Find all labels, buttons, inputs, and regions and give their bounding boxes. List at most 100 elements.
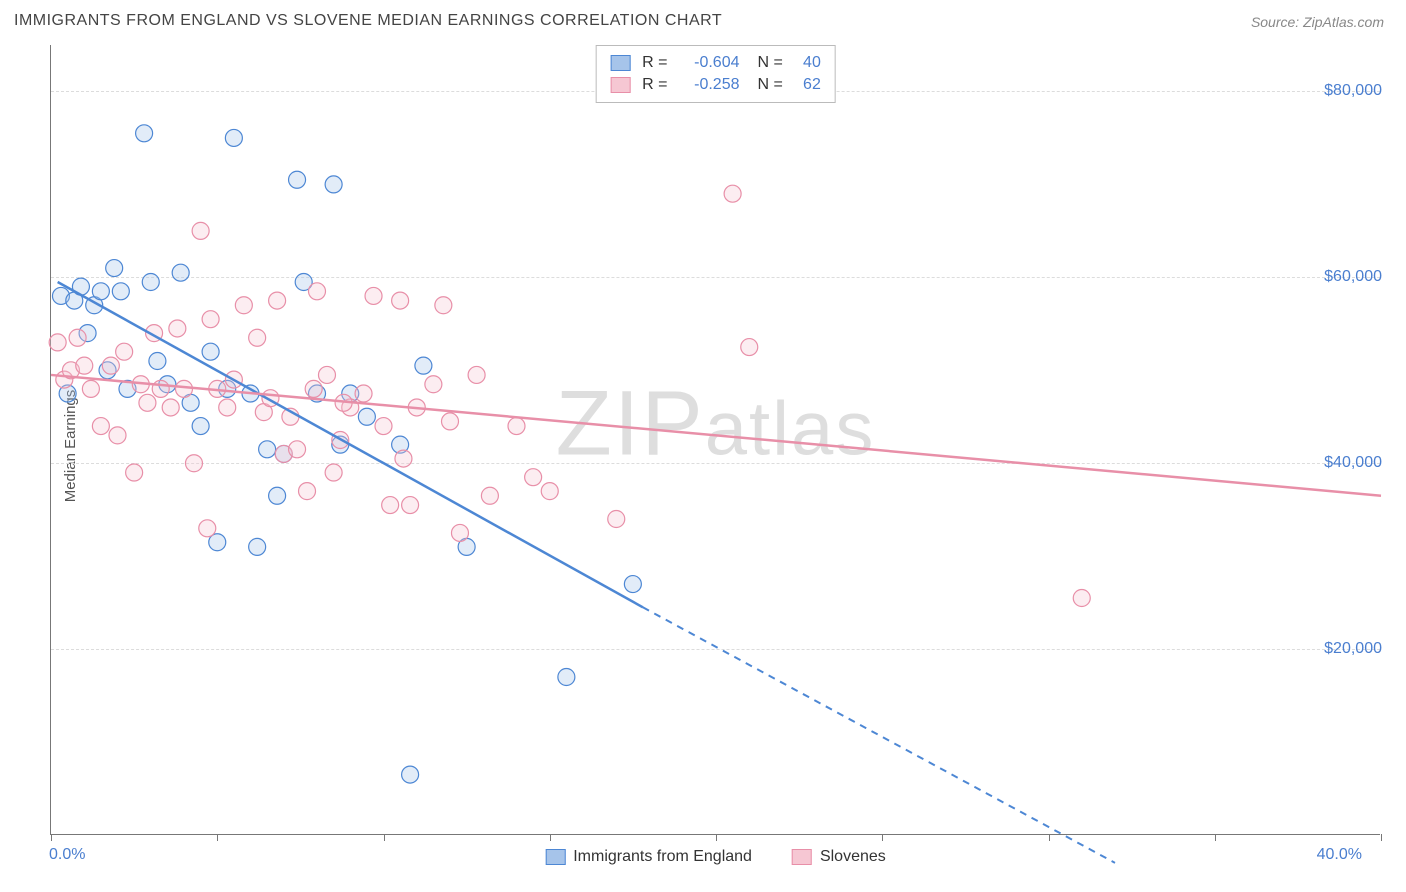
y-tick-label: $60,000 (1324, 268, 1382, 286)
data-point (82, 380, 99, 397)
data-point (136, 125, 153, 142)
data-point (169, 320, 186, 337)
data-point (402, 497, 419, 514)
data-point (724, 185, 741, 202)
data-point (176, 380, 193, 397)
n-value: 62 (791, 76, 821, 94)
data-point (149, 353, 166, 370)
data-point (415, 357, 432, 374)
data-point (318, 366, 335, 383)
x-tick (217, 834, 218, 841)
chart-title: IMMIGRANTS FROM ENGLAND VS SLOVENE MEDIA… (14, 12, 722, 30)
data-point (92, 418, 109, 435)
data-point (192, 418, 209, 435)
data-point (624, 576, 641, 593)
data-point (185, 455, 202, 472)
data-point (442, 413, 459, 430)
data-point (481, 487, 498, 504)
data-point (395, 450, 412, 467)
y-tick-label: $20,000 (1324, 640, 1382, 658)
data-point (558, 669, 575, 686)
data-point (525, 469, 542, 486)
data-point (402, 766, 419, 783)
x-tick (1049, 834, 1050, 841)
legend-swatch (610, 77, 630, 93)
data-point (92, 283, 109, 300)
n-label: N = (758, 76, 783, 94)
data-point (202, 343, 219, 360)
data-point (289, 171, 306, 188)
data-point (382, 497, 399, 514)
x-tick (384, 834, 385, 841)
data-point (199, 520, 216, 537)
x-axis-min-label: 0.0% (49, 846, 85, 864)
data-point (269, 487, 286, 504)
data-point (192, 222, 209, 239)
legend-stat-row: R = -0.258 N = 62 (610, 74, 821, 96)
data-point (102, 357, 119, 374)
legend-stat-row: R = -0.604 N = 40 (610, 52, 821, 74)
data-point (289, 441, 306, 458)
legend-swatch (610, 55, 630, 71)
data-point (109, 427, 126, 444)
x-axis-max-label: 40.0% (1317, 846, 1362, 864)
data-point (49, 334, 66, 351)
scatter-svg (51, 45, 1380, 834)
trend-line-extrapolated (643, 607, 1115, 863)
data-point (392, 292, 409, 309)
data-point (375, 418, 392, 435)
data-point (235, 297, 252, 314)
data-point (219, 399, 236, 416)
data-point (259, 441, 276, 458)
data-point (76, 357, 93, 374)
legend-swatch (792, 849, 812, 865)
r-value: -0.604 (676, 54, 740, 72)
x-tick (1381, 834, 1382, 841)
data-point (299, 483, 316, 500)
data-point (541, 483, 558, 500)
r-label: R = (642, 76, 667, 94)
trend-line (58, 282, 643, 607)
data-point (508, 418, 525, 435)
x-tick (1215, 834, 1216, 841)
data-point (249, 329, 266, 346)
data-point (172, 264, 189, 281)
data-point (116, 343, 133, 360)
data-point (325, 176, 342, 193)
r-value: -0.258 (676, 76, 740, 94)
y-tick-label: $80,000 (1324, 82, 1382, 100)
data-point (106, 260, 123, 277)
series-legend: Immigrants from EnglandSlovenes (545, 848, 886, 866)
data-point (249, 538, 266, 555)
data-point (162, 399, 179, 416)
data-point (305, 380, 322, 397)
data-point (365, 287, 382, 304)
correlation-legend: R = -0.604 N = 40 R = -0.258 N = 62 (595, 45, 836, 103)
x-tick (51, 834, 52, 841)
legend-swatch (545, 849, 565, 865)
y-tick-label: $40,000 (1324, 454, 1382, 472)
data-point (126, 464, 143, 481)
n-label: N = (758, 54, 783, 72)
n-value: 40 (791, 54, 821, 72)
data-point (355, 385, 372, 402)
data-point (142, 274, 159, 291)
trend-line (51, 375, 1381, 496)
legend-series-item: Slovenes (792, 848, 886, 866)
data-point (269, 292, 286, 309)
x-tick (716, 834, 717, 841)
data-point (309, 283, 326, 300)
legend-series-label: Slovenes (820, 848, 886, 866)
data-point (1073, 590, 1090, 607)
data-point (69, 329, 86, 346)
x-tick (550, 834, 551, 841)
data-point (152, 380, 169, 397)
data-point (139, 394, 156, 411)
data-point (425, 376, 442, 393)
data-point (608, 511, 625, 528)
r-label: R = (642, 54, 667, 72)
data-point (741, 339, 758, 356)
data-point (468, 366, 485, 383)
data-point (325, 464, 342, 481)
source-attribution: Source: ZipAtlas.com (1251, 14, 1384, 30)
